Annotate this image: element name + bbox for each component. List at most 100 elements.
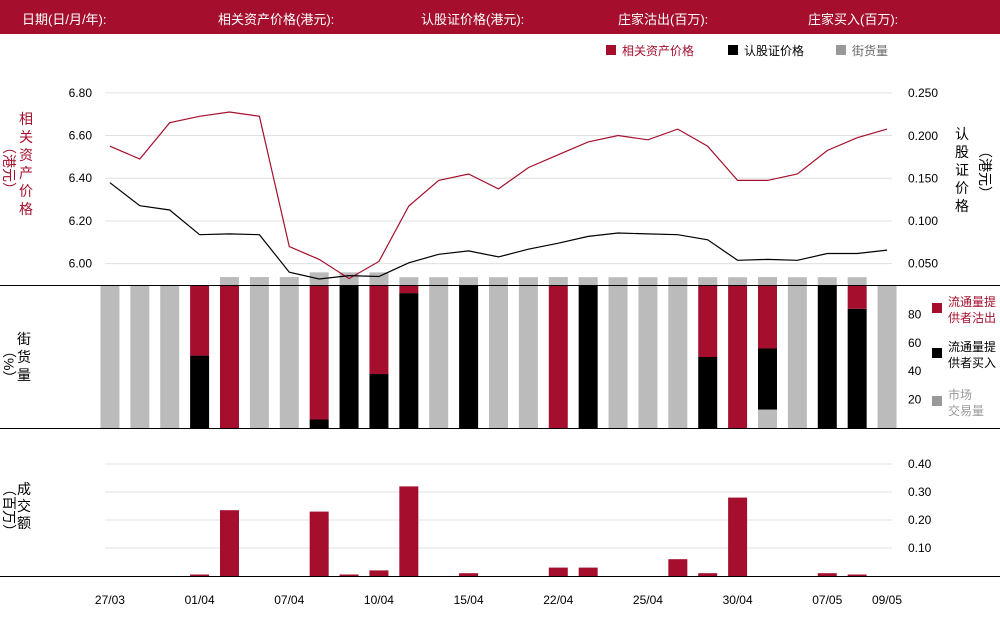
market-volume-bar (638, 286, 658, 428)
left-tick-label: 6.60 (69, 129, 93, 143)
middle-tick-label: 80 (908, 307, 922, 321)
street-volume-bar (758, 277, 777, 286)
legend-swatch (728, 45, 738, 55)
street-volume-bar (459, 277, 479, 286)
right-axis-title-char: 格 (955, 198, 969, 214)
market-volume-bar (518, 286, 538, 428)
bottom-tick-label: 0.30 (908, 485, 932, 499)
bottom-axis-title-char: 成 (17, 481, 31, 497)
left-tick-label: 6.40 (69, 171, 93, 185)
street-volume-bar (279, 277, 299, 286)
x-tick-label: 22/04 (543, 593, 573, 607)
left-axis-title-char: 资 (19, 147, 33, 163)
right-tick-label: 0.200 (908, 129, 938, 143)
dealer-sell-bar (548, 286, 568, 428)
street-volume-bar (847, 277, 867, 286)
street-volume-bar (518, 277, 538, 286)
turnover-bar (548, 567, 568, 576)
middle-axis-title-char: 街 (17, 331, 31, 347)
legend-swatch (606, 45, 616, 55)
dealer-buy-bar (190, 355, 210, 428)
market-volume-bar (877, 286, 897, 428)
dealer-sell-bar (309, 286, 329, 420)
bottom-axis-unit: （百万） (1, 482, 17, 538)
bottom-tick-label: 0.10 (908, 541, 932, 555)
side-legend-label: 交易量 (948, 403, 984, 418)
market-volume-bar (787, 286, 807, 428)
left-axis-title-char: 相 (19, 111, 33, 127)
warrant-price-label: 认股证价格(港元): (421, 12, 525, 27)
side-legend-label: 流通量提 (948, 339, 996, 354)
bottom-tick-label: 0.20 (908, 513, 932, 527)
left-axis-title-char: 价 (19, 183, 33, 199)
date-label: 日期(日/月/年): (22, 12, 107, 27)
x-tick-label: 01/04 (185, 593, 215, 607)
dealer-buy-bar (309, 419, 329, 428)
turnover-bar (578, 567, 598, 576)
market-volume-bar (160, 286, 180, 428)
dealer-sell-bar (220, 286, 239, 428)
turnover-bar (668, 559, 688, 576)
right-tick-label: 0.250 (908, 86, 938, 100)
dealer-buy-bar (369, 374, 389, 428)
left-axis-title-char: 产 (19, 165, 33, 181)
street-volume-bar (698, 277, 718, 286)
turnover-bar (698, 573, 718, 576)
dealer-buy-bar (698, 357, 718, 428)
side-legend-swatch (932, 303, 942, 313)
right-axis-title-char: 价 (955, 180, 969, 196)
bottom-tick-label: 0.40 (908, 457, 932, 471)
turnover-bar (817, 573, 837, 576)
turnover-bar (847, 574, 867, 576)
left-tick-label: 6.00 (69, 257, 93, 271)
bottom-axis-title-char: 交 (17, 498, 31, 514)
street-volume-bar (638, 277, 658, 286)
middle-tick-label: 60 (908, 336, 922, 350)
turnover-bar (190, 574, 210, 576)
street-volume-bar (489, 277, 508, 286)
legend-swatch (836, 45, 846, 55)
dealer-sell-bar (190, 286, 210, 356)
info-header-bar: 日期(日/月/年): 相关资产价格(港元): 认股证价格(港元): 庄家沽出(百… (0, 0, 1000, 34)
side-legend-swatch (932, 348, 942, 358)
street-volume-bar (249, 277, 269, 286)
x-tick-label: 30/04 (723, 593, 753, 607)
market-volume-bar (429, 286, 449, 428)
left-axis-unit: （港元） (1, 140, 17, 196)
x-tick-label: 25/04 (633, 593, 663, 607)
legend-label: 街货量 (852, 43, 888, 58)
dealer-sell-label: 庄家沽出(百万): (618, 12, 709, 27)
street-volume-bar (817, 277, 837, 286)
warrant-price-line (109, 182, 888, 280)
left-tick-label: 6.80 (69, 86, 93, 100)
legend-label: 相关资产价格 (622, 43, 694, 58)
dealer-buy-bar (758, 348, 777, 410)
side-legend-label: 流通量提 (948, 294, 996, 309)
turnover-bar (728, 497, 748, 576)
turnover-bar (399, 486, 419, 576)
turnover-bar (339, 574, 359, 576)
right-axis-title-char: 股 (955, 144, 969, 160)
underlying-price-label: 相关资产价格(港元): (218, 12, 335, 27)
street-volume-bar (608, 277, 628, 286)
middle-tick-label: 40 (908, 364, 922, 378)
middle-tick-label: 20 (908, 393, 922, 407)
street-volume-bar (668, 277, 688, 286)
x-tick-label: 27/03 (95, 593, 125, 607)
dealer-sell-bar (847, 286, 867, 309)
bottom-axis-title-char: 额 (17, 515, 31, 531)
turnover-bar (309, 511, 329, 576)
right-axis-title-char: 证 (955, 162, 969, 178)
dealer-buy-label: 庄家买入(百万): (808, 12, 899, 27)
side-legend-swatch (932, 396, 942, 406)
middle-axis-title-char: 货 (17, 349, 31, 365)
turnover-bar (369, 570, 389, 576)
street-volume-bar (578, 277, 598, 286)
middle-axis-unit: （%） (1, 344, 17, 384)
dealer-buy-bar (459, 286, 479, 428)
street-volume-bar (429, 277, 449, 286)
left-tick-label: 6.20 (69, 214, 93, 228)
dealer-buy-bar (339, 286, 359, 428)
x-tick-label: 07/04 (274, 593, 304, 607)
